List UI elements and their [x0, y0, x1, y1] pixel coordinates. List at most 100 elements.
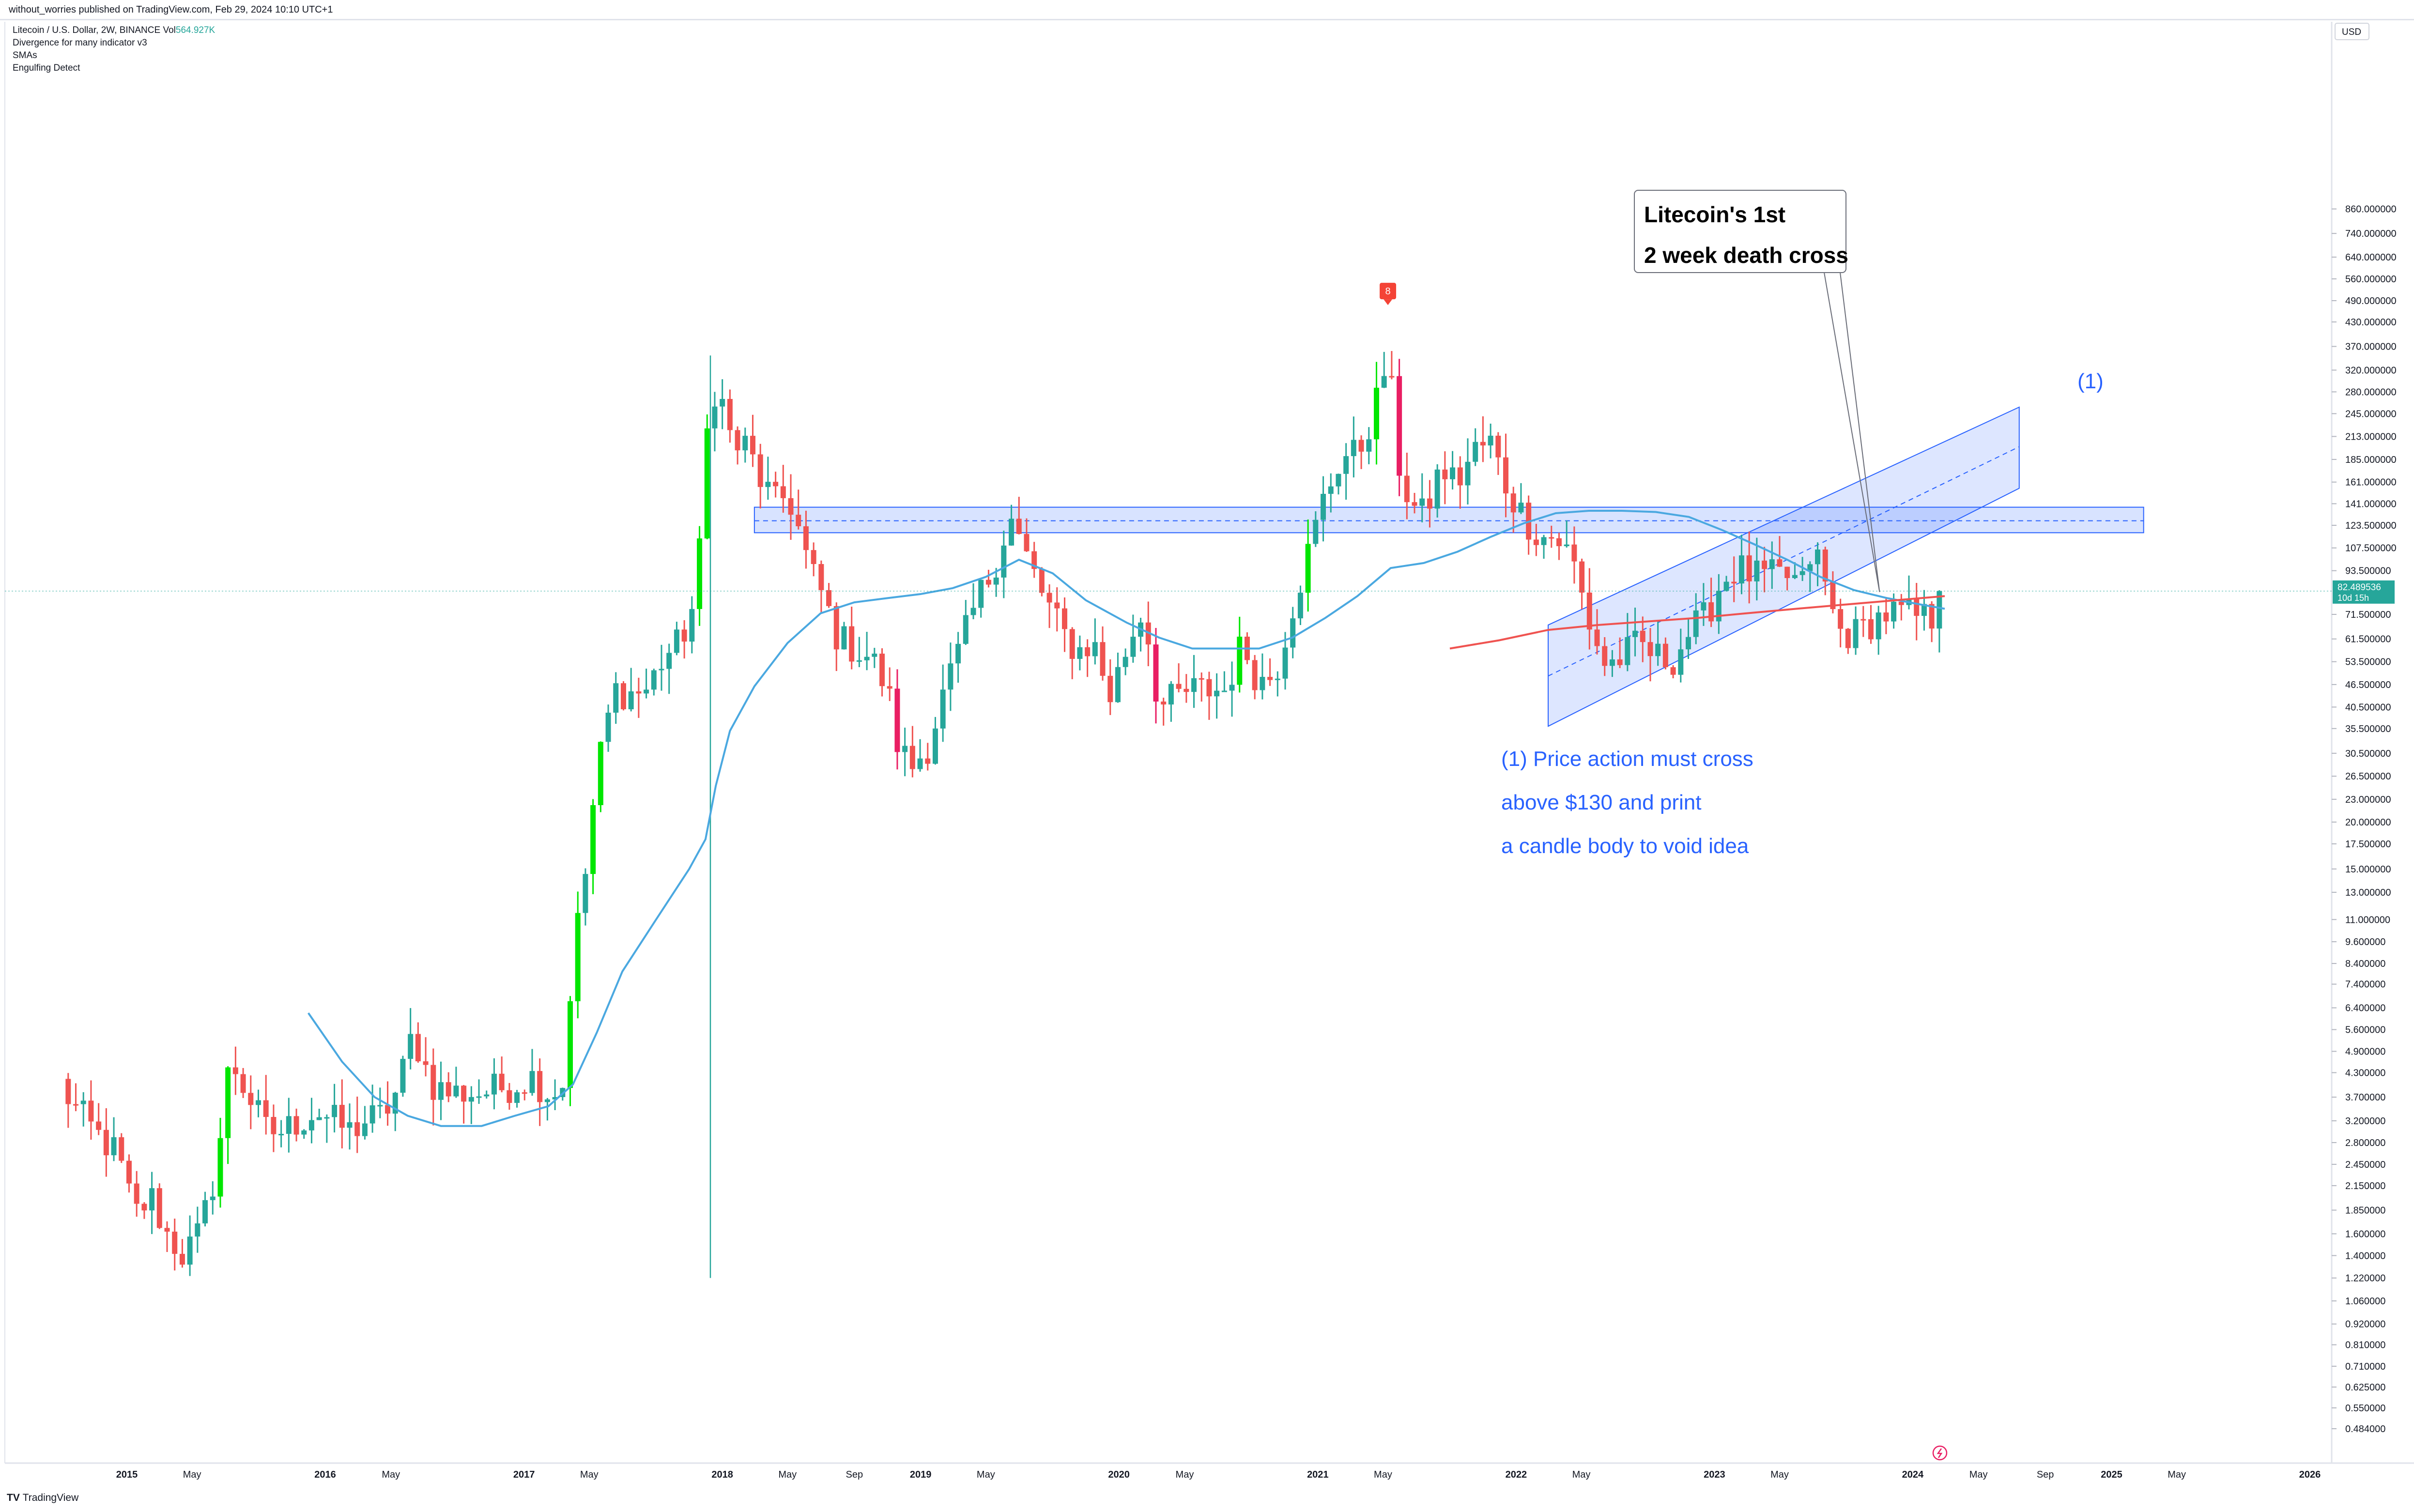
- candle-body: [431, 1065, 436, 1100]
- candle-body: [1412, 502, 1417, 506]
- candle-body: [1024, 534, 1030, 551]
- x-tick-label: 2023: [1704, 1469, 1725, 1480]
- candle-body: [940, 689, 946, 729]
- ascending-channel: [1548, 406, 2020, 727]
- candle-body: [811, 550, 816, 565]
- x-tick-label: May: [382, 1469, 400, 1480]
- candle-body: [909, 746, 915, 769]
- candle-body: [568, 1001, 573, 1088]
- candle-body: [697, 538, 703, 609]
- candle-body: [1746, 555, 1752, 581]
- y-tick-label: 0.920000: [2345, 1319, 2385, 1330]
- candle-body: [1419, 498, 1425, 506]
- y-tick-label: 9.600000: [2345, 937, 2385, 947]
- indicator-smas[interactable]: SMAs: [13, 50, 37, 61]
- candle-body: [1009, 519, 1015, 546]
- x-tick-label: May: [2168, 1469, 2186, 1480]
- candle-body: [1845, 628, 1851, 648]
- indicator-divergence[interactable]: Divergence for many indicator v3: [13, 38, 147, 48]
- candle-body: [522, 1092, 527, 1094]
- y-tick-label: 141.000000: [2345, 499, 2397, 509]
- resistance-zone: [753, 506, 2144, 534]
- candle-body: [65, 1079, 71, 1104]
- candle-body: [1670, 667, 1676, 675]
- candle-body: [773, 482, 779, 487]
- candle-body: [240, 1074, 246, 1093]
- candle-body: [461, 1085, 467, 1102]
- candle-body: [408, 1034, 414, 1059]
- candle-body: [332, 1105, 338, 1117]
- x-tick-label: May: [1176, 1469, 1194, 1480]
- y-tick-label: 5.600000: [2345, 1025, 2385, 1036]
- candle-body: [514, 1092, 520, 1103]
- y-tick-label: 370.000000: [2345, 342, 2397, 352]
- candle-body: [225, 1067, 231, 1138]
- indicator-engulfing[interactable]: Engulfing Detect: [13, 63, 80, 73]
- y-tick-label: 1.220000: [2345, 1273, 2385, 1284]
- candle-body: [1602, 646, 1608, 666]
- x-tick-label: 2015: [116, 1469, 138, 1480]
- candle-body: [872, 654, 877, 657]
- candle-body: [164, 1228, 170, 1232]
- candle-body: [1282, 647, 1288, 679]
- candle-body: [1807, 564, 1813, 571]
- candle-body: [73, 1104, 79, 1106]
- candle-body: [1480, 442, 1486, 446]
- candle-body: [134, 1183, 139, 1204]
- candle-body: [88, 1100, 94, 1122]
- y-tick-label: 0.484000: [2345, 1424, 2385, 1435]
- candle-body: [689, 609, 695, 642]
- candle-body: [217, 1138, 223, 1197]
- candle-body: [1891, 601, 1897, 622]
- annotation-layer: 8 Litecoin's 1st 2 week death cross (1) (1) …: [5, 190, 2332, 858]
- y-tick-label: 1.060000: [2345, 1296, 2385, 1307]
- candle-body: [925, 758, 931, 764]
- candle-body: [1237, 637, 1243, 685]
- candle-body: [864, 657, 870, 660]
- candle-body: [1358, 440, 1364, 452]
- candle-body: [156, 1188, 162, 1228]
- candle-body: [1199, 678, 1204, 680]
- candle-body: [392, 1092, 398, 1114]
- y-tick-label: 280.000000: [2345, 387, 2397, 397]
- candle-body: [80, 1100, 86, 1104]
- candle-body: [172, 1231, 178, 1254]
- candle-body: [1100, 642, 1106, 676]
- y-tick-label: 93.500000: [2345, 566, 2391, 577]
- candle-body: [1762, 560, 1768, 569]
- y-tick-label: 740.000000: [2345, 229, 2397, 239]
- candle-body: [339, 1105, 345, 1128]
- candle-body: [453, 1085, 459, 1097]
- candle-body: [248, 1093, 254, 1105]
- y-tick-label: 430.000000: [2345, 317, 2397, 328]
- candle-body: [681, 629, 687, 642]
- symbol-line[interactable]: Litecoin / U.S. Dollar, 2W, BINANCE Vol5…: [13, 24, 215, 37]
- x-tick-label: May: [778, 1469, 797, 1480]
- axis-layer: 860.000000 740.000000 640.000000 560.000000…: [116, 23, 2397, 1480]
- x-tick-label: May: [580, 1469, 599, 1480]
- candle-body: [620, 683, 626, 709]
- candle-body: [902, 746, 908, 752]
- y-tick-label: 8.400000: [2345, 959, 2385, 969]
- candle-body: [1115, 667, 1121, 703]
- y-tick-label: 560.000000: [2345, 274, 2397, 285]
- candle-body: [1031, 551, 1037, 569]
- y-tick-label: 0.810000: [2345, 1340, 2385, 1351]
- candle-body: [187, 1237, 193, 1265]
- x-tick-label: 2020: [1108, 1469, 1130, 1480]
- candle-body: [232, 1067, 238, 1074]
- candle-body: [1617, 659, 1623, 665]
- candle-body: [720, 398, 725, 407]
- candle-body: [575, 913, 581, 1002]
- candle-body: [605, 713, 611, 742]
- y-tick-label: 23.000000: [2345, 794, 2391, 805]
- y-tick-label: 107.500000: [2345, 543, 2397, 554]
- note-line-1: (1) Price action must cross: [1501, 747, 1753, 771]
- x-tick-label: Sep: [846, 1469, 863, 1480]
- candle-body: [1427, 498, 1432, 509]
- candle-body: [1214, 690, 1220, 697]
- tradingview-logo[interactable]: TV TradingView: [7, 1492, 78, 1504]
- last-price-text: 82.489536: [2337, 582, 2381, 593]
- y-tick-label: 1.850000: [2345, 1205, 2385, 1216]
